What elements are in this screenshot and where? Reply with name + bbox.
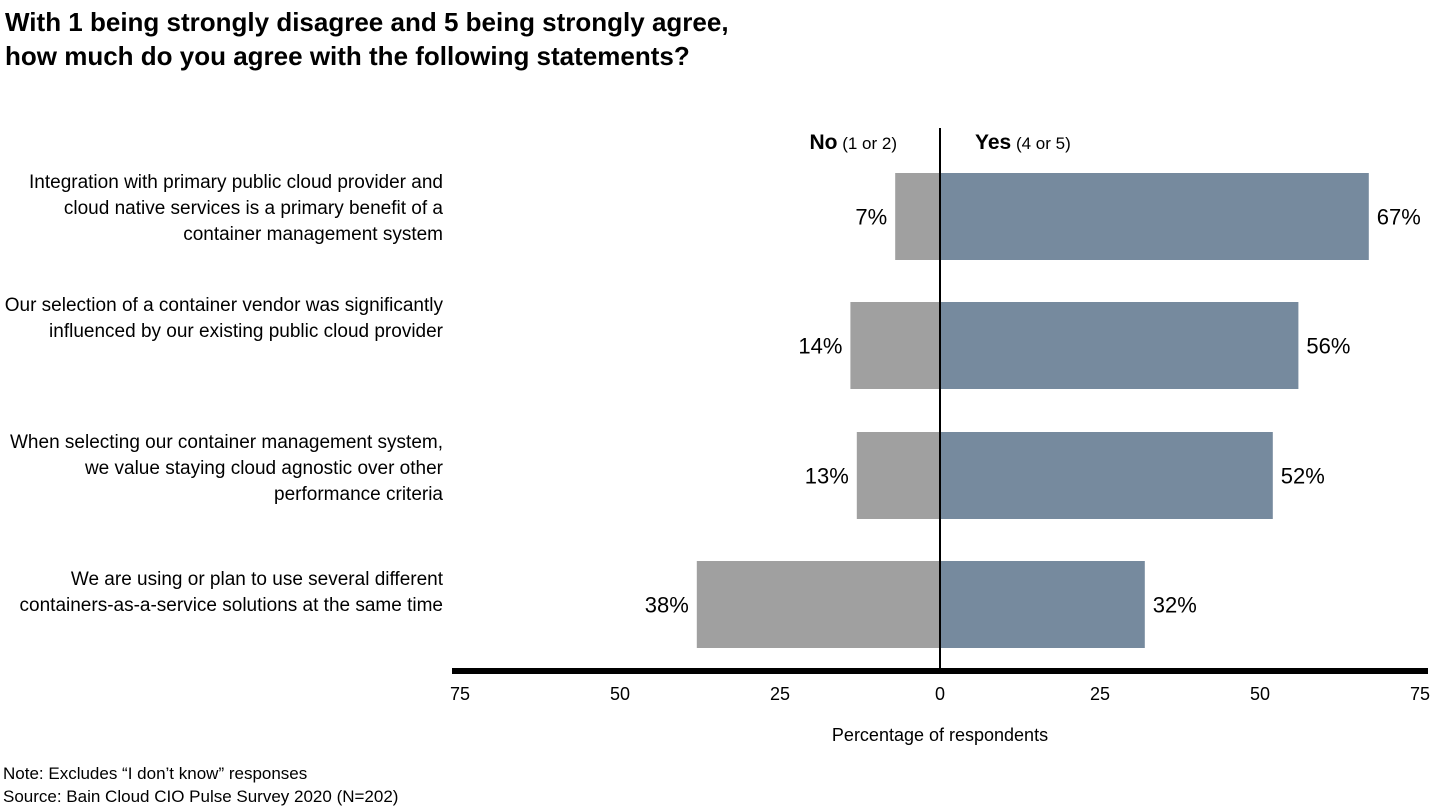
x-tick-label: 50 [610, 684, 630, 704]
value-label-no: 38% [645, 593, 689, 618]
bar-yes [940, 173, 1369, 260]
bar-no [850, 302, 940, 389]
x-tick-label: 75 [450, 684, 470, 704]
category-label: Our selection of a container vendor was … [4, 295, 443, 342]
bar-yes [940, 302, 1299, 389]
value-label-no: 13% [805, 464, 849, 489]
chart-title: With 1 being strongly disagree and 5 bei… [5, 7, 729, 71]
legend-no: No (1 or 2) [809, 131, 897, 154]
x-axis-label: Percentage of respondents [832, 725, 1048, 745]
value-label-no: 14% [798, 334, 842, 359]
x-tick-label: 25 [1090, 684, 1110, 704]
bar-no [856, 432, 940, 519]
x-tick-label: 75 [1410, 684, 1430, 704]
value-label-yes: 67% [1377, 205, 1421, 230]
value-label-yes: 32% [1153, 593, 1197, 618]
x-tick-label: 50 [1250, 684, 1270, 704]
bar-no [895, 173, 940, 260]
category-label: We are using or plan to use several diff… [19, 569, 443, 616]
value-label-yes: 56% [1306, 334, 1350, 359]
bar-no [696, 561, 940, 648]
category-label: When selecting our container management … [10, 432, 443, 505]
note-text: Note: Excludes “I don’t know” responses [3, 764, 308, 783]
x-tick-label: 0 [935, 684, 945, 704]
bar-yes [940, 561, 1145, 648]
value-label-no: 7% [855, 205, 887, 230]
category-label: Integration with primary public cloud pr… [29, 172, 443, 245]
legend-yes: Yes (4 or 5) [975, 131, 1071, 154]
bar-yes [940, 432, 1273, 519]
source-text: Source: Bain Cloud CIO Pulse Survey 2020… [3, 787, 399, 806]
x-tick-label: 25 [770, 684, 790, 704]
value-label-yes: 52% [1281, 464, 1325, 489]
